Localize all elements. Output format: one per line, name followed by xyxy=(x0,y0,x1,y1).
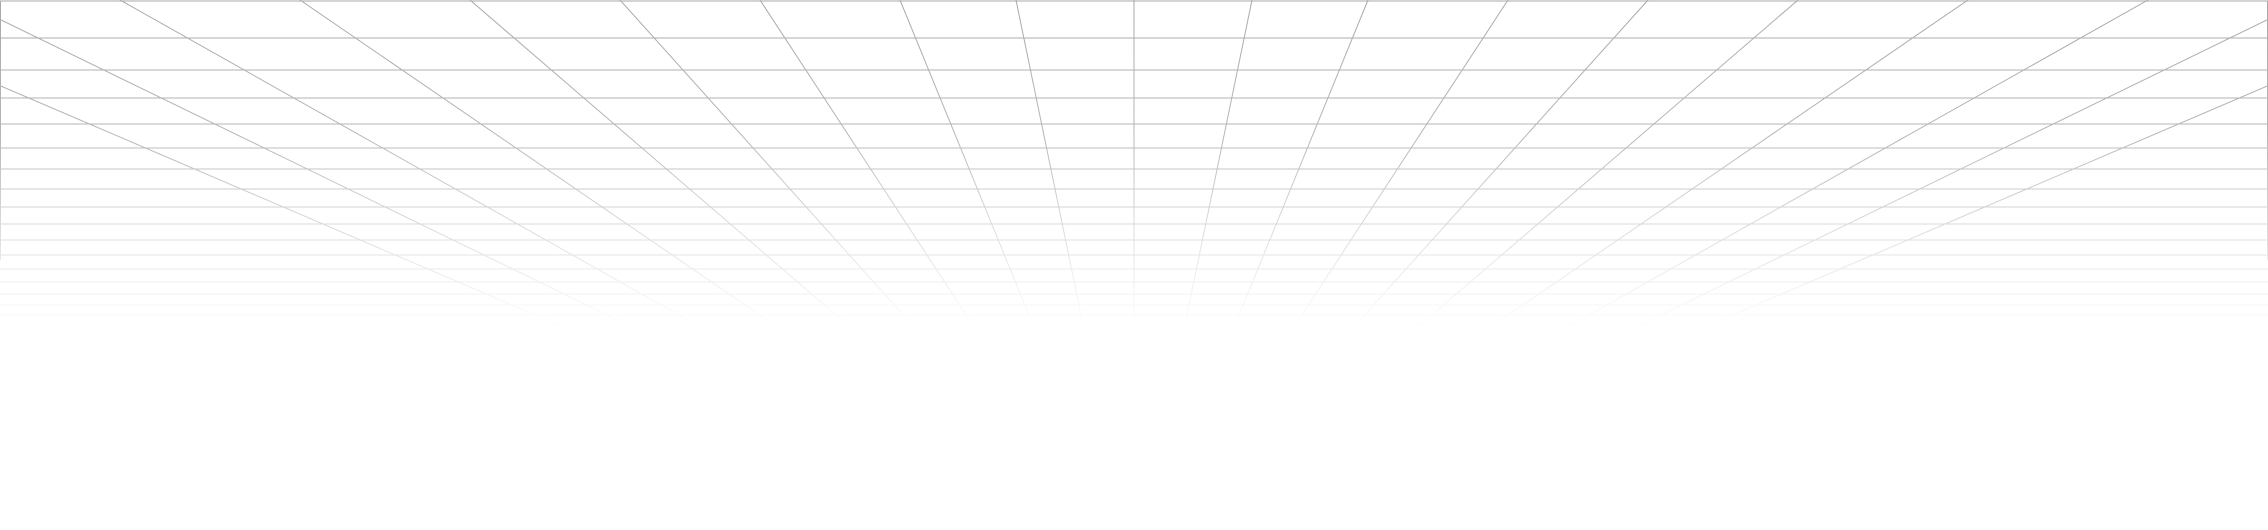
perspective-grid xyxy=(0,0,2268,530)
perspective-grid-canvas xyxy=(0,0,2268,530)
fade-overlay xyxy=(0,0,2268,530)
